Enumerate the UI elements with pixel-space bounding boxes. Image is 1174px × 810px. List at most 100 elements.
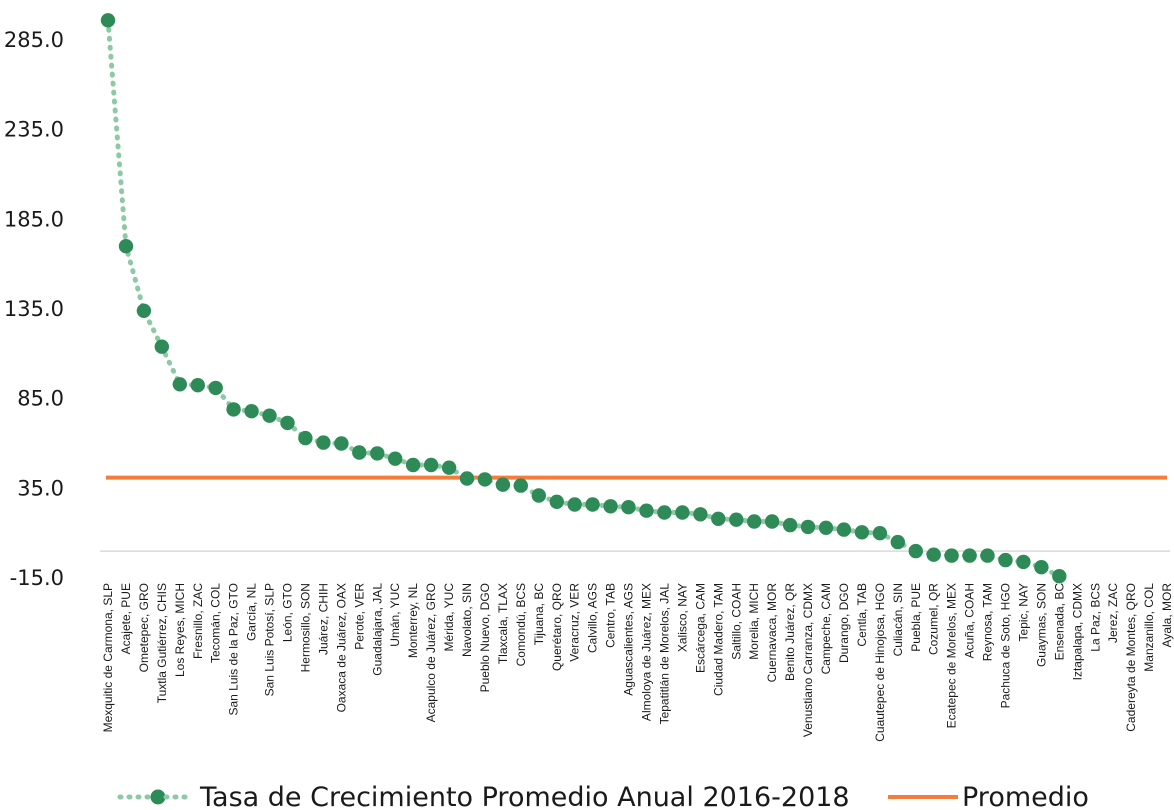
growth-data-point bbox=[280, 415, 295, 431]
x-category-label: Ensenada, BC bbox=[1052, 583, 1066, 661]
growth-data-point bbox=[944, 548, 959, 563]
x-category-label: Iztapalapa, CDMX bbox=[1070, 583, 1084, 680]
x-category-label: Venustiano Carranza, CDMX bbox=[801, 583, 815, 737]
growth-data-point bbox=[836, 522, 852, 537]
growth-data-point bbox=[208, 380, 223, 396]
x-category-label: Tepatitlán de Morelos, JAL bbox=[657, 583, 671, 725]
growth-data-point bbox=[657, 505, 672, 520]
x-category-label: Acuña, COAH bbox=[963, 583, 977, 658]
growth-data-point bbox=[190, 378, 205, 393]
x-category-label: Cuautepec de Hinojosa, HGO bbox=[873, 583, 887, 742]
growth-data-point bbox=[621, 500, 636, 515]
legend-growth-label: Tasa de Crecimiento Promedio Anual 2016-… bbox=[199, 782, 850, 810]
x-category-label: Veracruz, VER bbox=[568, 583, 582, 662]
y-tick-label: 235.0 bbox=[4, 118, 64, 142]
x-category-label: Centro, TAB bbox=[604, 583, 618, 648]
x-category-label: Aguascalientes, AGS bbox=[622, 583, 636, 696]
x-category-label: Pueblo Nuevo, DGO bbox=[478, 583, 492, 692]
growth-data-point bbox=[908, 543, 923, 559]
x-category-label: Tuxtla Gutiérrez, CHIS bbox=[155, 583, 169, 703]
growth-data-point bbox=[459, 471, 475, 486]
growth-data-point bbox=[136, 303, 152, 318]
x-category-label: Acajete, PUE bbox=[119, 583, 133, 654]
x-category-label: San Luis de la Paz, GTO bbox=[227, 583, 241, 716]
growth-data-point bbox=[441, 460, 457, 475]
x-category-label: Guadalajara, JAL bbox=[370, 583, 384, 676]
growth-data-point bbox=[872, 526, 888, 541]
x-category-label: Almoloya de Juárez, MEX bbox=[640, 583, 654, 721]
growth-data-point bbox=[800, 519, 816, 535]
x-category-label: Ciudad Madero, TAM bbox=[711, 583, 725, 696]
growth-data-point bbox=[531, 488, 546, 503]
growth-data-point bbox=[154, 339, 169, 354]
growth-data-point bbox=[423, 457, 439, 473]
growth-data-point bbox=[567, 497, 582, 512]
growth-data-point bbox=[1034, 560, 1049, 575]
x-category-label: Tecomán, COL bbox=[209, 583, 223, 663]
y-tick-label: 135.0 bbox=[4, 297, 64, 321]
growth-data-point bbox=[405, 457, 421, 473]
x-category-label: Cuernavaca, MOR bbox=[765, 583, 779, 683]
x-category-label: Umán, YUC bbox=[388, 583, 402, 647]
x-category-label: La Paz, BCS bbox=[1088, 583, 1102, 652]
x-category-label: León, GTO bbox=[281, 583, 295, 642]
growth-data-point bbox=[316, 435, 331, 450]
x-category-label: Juárez, CHIH bbox=[316, 583, 330, 655]
x-category-label: Centla, TAB bbox=[855, 583, 869, 647]
x-category-label: Tlaxcala, TLAX bbox=[496, 583, 510, 664]
growth-data-point bbox=[549, 494, 564, 509]
growth-data-point bbox=[334, 436, 349, 451]
growth-data-point bbox=[675, 505, 690, 520]
x-category-label: Saltillo, COAH bbox=[729, 583, 743, 660]
y-tick-label: 85.0 bbox=[17, 387, 64, 411]
x-category-label: Acapulco de Juárez, GRO bbox=[424, 583, 438, 722]
y-tick-label: 185.0 bbox=[4, 207, 64, 231]
x-category-label: Ecatepec de Morelos, MEX bbox=[945, 583, 959, 728]
growth-data-point bbox=[729, 512, 744, 527]
x-category-label: Campeche, CAM bbox=[819, 583, 833, 674]
growth-series-line bbox=[105, 17, 1062, 579]
growth-data-point bbox=[226, 402, 241, 417]
x-category-label: Mexquitic de Carmona, SLP bbox=[101, 583, 115, 732]
x-category-label: Morelia, MICH bbox=[747, 583, 761, 660]
x-category-label: García, NL bbox=[245, 583, 259, 641]
growth-data-point bbox=[747, 514, 762, 529]
x-category-label: Ayala, MOR bbox=[1160, 583, 1174, 648]
growth-data-point bbox=[244, 404, 259, 419]
y-axis: 285.0 235.0 185.0 135.0 85.0 35.0 -15.0 bbox=[4, 28, 64, 590]
y-tick-label: -15.0 bbox=[10, 566, 64, 590]
growth-data-point bbox=[926, 547, 941, 562]
growth-data-point bbox=[818, 520, 834, 535]
growth-data-point bbox=[693, 507, 708, 522]
x-category-label: Navolato, SIN bbox=[460, 583, 474, 657]
growth-data-point bbox=[495, 477, 511, 492]
growth-data-point bbox=[639, 503, 654, 518]
x-category-label: Puebla, PUE bbox=[909, 583, 923, 652]
growth-data-point bbox=[298, 430, 313, 446]
x-category-label: Los Reyes, MICH bbox=[173, 583, 187, 677]
x-category-label: Culiacán, SIN bbox=[891, 583, 905, 656]
growth-data-point bbox=[711, 511, 726, 526]
y-tick-label: 35.0 bbox=[17, 476, 64, 500]
legend-growth-marker bbox=[150, 789, 166, 805]
growth-data-point bbox=[118, 239, 134, 254]
growth-data-point bbox=[854, 525, 870, 540]
x-category-label: Xalisco, NAY bbox=[675, 583, 689, 652]
growth-data-point bbox=[782, 517, 798, 533]
x-category-label: Mérida, YUC bbox=[442, 583, 456, 652]
growth-data-point bbox=[370, 446, 385, 461]
growth-data-point bbox=[962, 548, 977, 563]
x-category-label: Cozumel, QR bbox=[927, 583, 941, 655]
growth-data-point bbox=[890, 534, 905, 550]
x-category-label: San Luis Potosí, SLP bbox=[263, 583, 277, 696]
growth-data-point bbox=[172, 377, 187, 392]
x-category-label: Calvillo, AGS bbox=[586, 583, 600, 653]
legend: Tasa de Crecimiento Promedio Anual 2016-… bbox=[117, 782, 1089, 810]
growth-data-point bbox=[1016, 554, 1031, 570]
x-category-label: Hermosillo, SON bbox=[298, 583, 312, 672]
x-category-label: Comondú, BCS bbox=[514, 583, 528, 666]
x-category-label: Monterrey, NL bbox=[406, 583, 420, 658]
x-category-label: Oaxaca de Juárez, OAX bbox=[334, 583, 348, 712]
